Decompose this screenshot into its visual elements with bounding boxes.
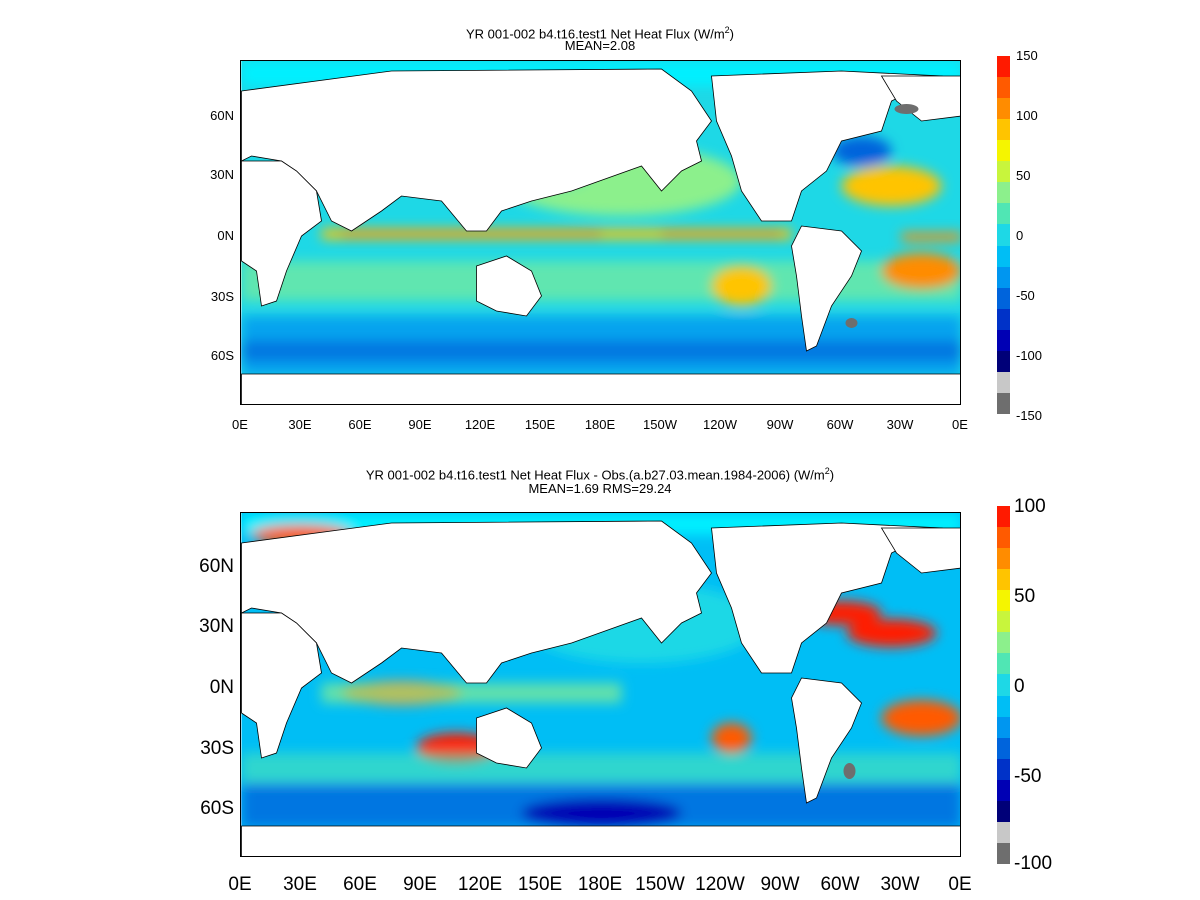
top-subtitle: MEAN=2.08 xyxy=(564,38,636,53)
top-lat-label-60s: 60S xyxy=(210,348,234,363)
top-map xyxy=(240,60,961,405)
colorbar-swatch xyxy=(997,716,1010,739)
colorbar-swatch xyxy=(997,779,1010,802)
bottom-lon-label: 120E xyxy=(457,874,503,895)
colorbar-swatch xyxy=(997,737,1010,760)
top-colorbar-tick: 0 xyxy=(1016,228,1024,243)
top-colorbar-tick: 100 xyxy=(1016,108,1038,123)
top-colorbar-tick: 50 xyxy=(1016,168,1031,183)
top-colorbar xyxy=(997,56,1010,415)
bottom-colorbar-tick: -50 xyxy=(1014,766,1042,787)
colorbar-swatch xyxy=(997,287,1010,310)
bottom-title: YR 001-002 b4.t16.test1 Net Heat Flux - … xyxy=(365,466,835,483)
top-lon-label: 120W xyxy=(703,417,737,432)
top-lon-label: 150W xyxy=(643,417,677,432)
top-lon-label: 60E xyxy=(348,417,372,432)
bottom-lon-label: 0E xyxy=(948,874,972,895)
colorbar-swatch xyxy=(997,821,1010,844)
bottom-lon-label: 90E xyxy=(403,874,437,895)
bottom-lon-label: 60W xyxy=(820,874,860,895)
bottom-lon-label: 0E xyxy=(228,874,252,895)
colorbar-swatch xyxy=(997,350,1010,373)
colorbar-swatch xyxy=(997,182,1010,204)
bottom-colorbar-tick: 50 xyxy=(1014,586,1036,607)
colorbar-swatch xyxy=(997,842,1010,865)
top-lat-label-60n: 60N xyxy=(210,108,234,123)
top-map-svg xyxy=(241,61,960,404)
top-lon-label: 0E xyxy=(232,417,248,432)
top-lon-label: 120E xyxy=(464,417,496,432)
colorbar-swatch xyxy=(997,224,1010,247)
colorbar-swatch xyxy=(997,632,1010,654)
colorbar-swatch xyxy=(997,569,1010,591)
top-colorbar-tick: 150 xyxy=(1016,48,1038,63)
colorbar-swatch xyxy=(997,800,1010,823)
bottom-lat-label-30n: 30N xyxy=(199,616,234,637)
bottom-lon-label: 150W xyxy=(635,874,685,895)
colorbar-swatch xyxy=(997,611,1010,633)
bottom-lat-label-60n: 60N xyxy=(199,556,234,577)
top-lon-label: 60W xyxy=(826,417,854,432)
top-colorbar-tick: -100 xyxy=(1016,348,1043,363)
colorbar-swatch xyxy=(997,77,1010,99)
bottom-lon-label: 180E xyxy=(577,874,623,895)
bottom-lon-label: 90W xyxy=(760,874,800,895)
top-lon-label: 30E xyxy=(288,417,312,432)
top-title: YR 001-002 b4.t16.test1 Net Heat Flux (W… xyxy=(465,25,735,42)
colorbar-swatch xyxy=(997,674,1010,697)
colorbar-swatch xyxy=(997,56,1010,78)
colorbar-swatch xyxy=(997,527,1010,549)
colorbar-swatch xyxy=(997,140,1010,162)
bottom-lon-label: 150E xyxy=(517,874,563,895)
colorbar-swatch xyxy=(997,371,1010,394)
colorbar-swatch xyxy=(997,119,1010,141)
top-lon-label: 150E xyxy=(524,417,556,432)
top-lat-label-30s: 30S xyxy=(210,289,234,304)
bottom-lat-label-0n: 0N xyxy=(209,677,234,698)
top-lon-label: 0E xyxy=(952,417,968,432)
colorbar-swatch xyxy=(997,392,1010,415)
bottom-lon-label: 120W xyxy=(695,874,745,895)
colorbar-swatch xyxy=(997,758,1010,781)
colorbar-swatch xyxy=(997,161,1010,183)
bottom-lon-label: 30W xyxy=(880,874,920,895)
colorbar-swatch xyxy=(997,653,1010,675)
colorbar-swatch xyxy=(997,245,1010,268)
bottom-colorbar-tick: 0 xyxy=(1014,676,1025,697)
top-panel: YR 001-002 b4.t16.test1 Net Heat Flux (W… xyxy=(210,25,1043,432)
colorbar-swatch xyxy=(997,203,1010,225)
colorbar-swatch xyxy=(997,266,1010,289)
bottom-lat-label-60s: 60S xyxy=(200,798,234,819)
top-lat-label-30n: 30N xyxy=(210,167,234,182)
top-colorbar-tick: -150 xyxy=(1016,408,1043,423)
bottom-lon-label: 60E xyxy=(343,874,377,895)
bottom-colorbar xyxy=(997,506,1010,865)
bottom-lon-label: 30E xyxy=(283,874,317,895)
colorbar-swatch xyxy=(997,98,1010,120)
top-lon-label: 30W xyxy=(886,417,914,432)
bottom-subtitle: MEAN=1.69 RMS=29.24 xyxy=(528,481,672,496)
colorbar-swatch xyxy=(997,590,1010,612)
bottom-map-svg xyxy=(241,513,960,856)
top-lat-label-0n: 0N xyxy=(217,228,234,243)
bottom-panel: YR 001-002 b4.t16.test1 Net Heat Flux - … xyxy=(0,450,1200,900)
top-lon-label: 180E xyxy=(584,417,616,432)
top-lon-label: 90W xyxy=(766,417,794,432)
colorbar-swatch xyxy=(997,548,1010,570)
colorbar-swatch xyxy=(997,308,1010,331)
bottom-colorbar-tick: 100 xyxy=(1014,496,1046,517)
bottom-lat-label-30s: 30S xyxy=(200,738,234,759)
top-colorbar-tick: -50 xyxy=(1016,288,1035,303)
bottom-map xyxy=(240,512,961,857)
colorbar-swatch xyxy=(997,329,1010,352)
colorbar-swatch xyxy=(997,695,1010,718)
bottom-colorbar-tick: -100 xyxy=(1014,853,1053,874)
top-lon-label: 90E xyxy=(408,417,432,432)
colorbar-swatch xyxy=(997,506,1010,528)
